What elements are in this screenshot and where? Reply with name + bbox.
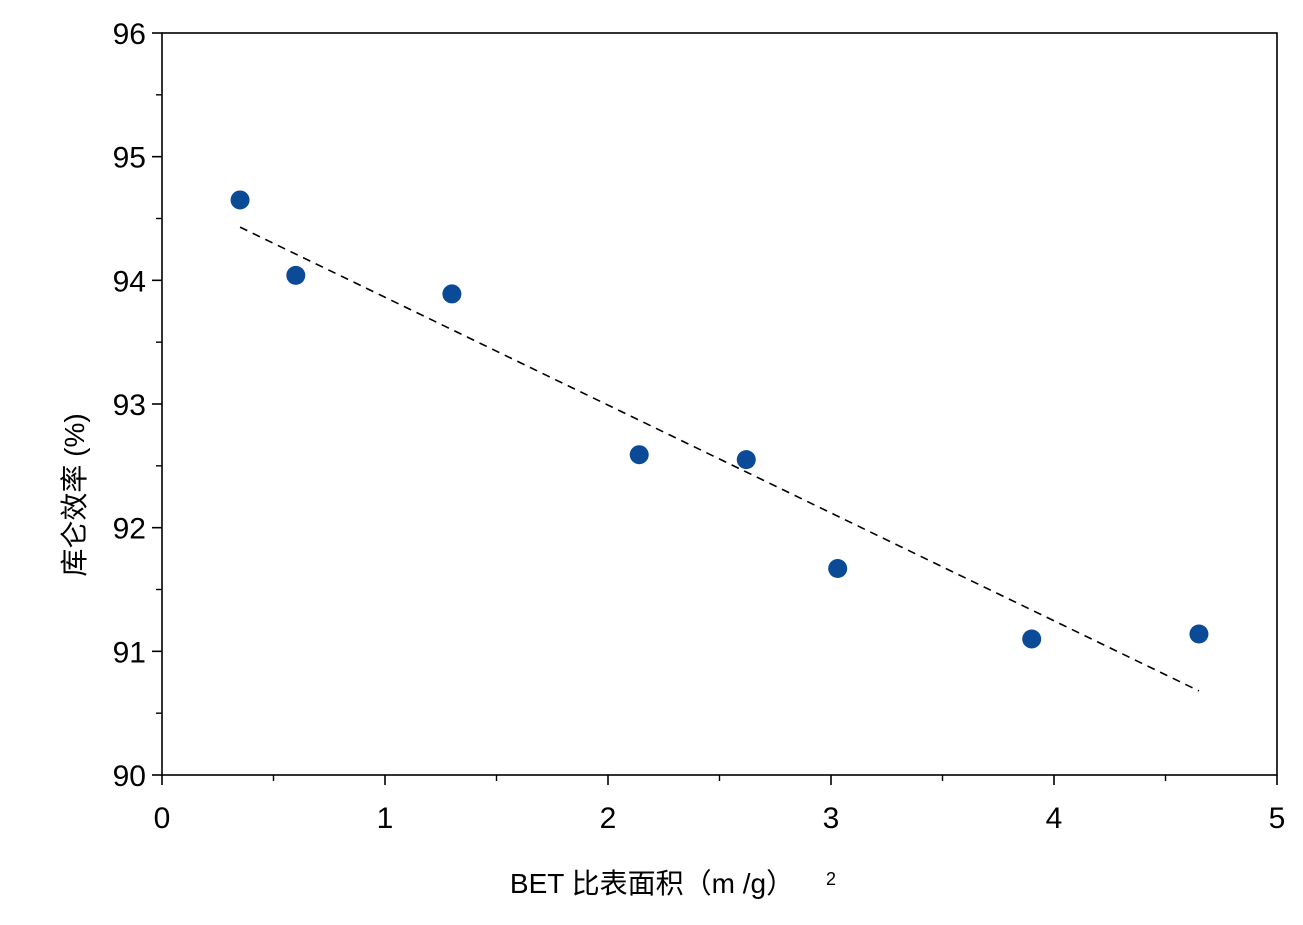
data-point [1189,624,1209,644]
y-axis-title: 库仑效率 (%) [59,413,90,576]
y-axis: 90 91 92 93 94 95 96 [113,18,162,793]
data-point [629,445,649,465]
trendline-group [239,226,1200,692]
x-axis-title: BET 比表面积（m /g） [510,868,794,899]
y-tick-label: 96 [113,18,146,51]
y-tick-label: 93 [113,389,146,422]
x-tick-label: 2 [600,802,617,835]
data-point [736,450,756,470]
x-tick-label: 3 [823,802,840,835]
data-point [1022,629,1042,649]
x-axis: 0 1 2 3 4 5 [154,775,1286,835]
y-tick-label: 94 [113,265,146,298]
y-tick-label: 91 [113,636,146,669]
y-tick-label: 92 [113,513,146,546]
x-tick-label: 5 [1269,802,1286,835]
y-tick-label: 95 [113,142,146,175]
data-point [286,265,306,285]
data-point [442,284,462,304]
x-axis-title-superscript: 2 [826,869,836,889]
plot-border [161,32,1278,776]
y-tick-label: 90 [113,760,146,793]
data-point [828,558,848,578]
x-tick-label: 1 [377,802,394,835]
data-points [230,190,1209,649]
trendline [239,226,1200,692]
data-point [230,190,250,210]
plot-frame [161,32,1278,776]
x-tick-label: 4 [1046,802,1063,835]
x-tick-label: 0 [154,802,171,835]
